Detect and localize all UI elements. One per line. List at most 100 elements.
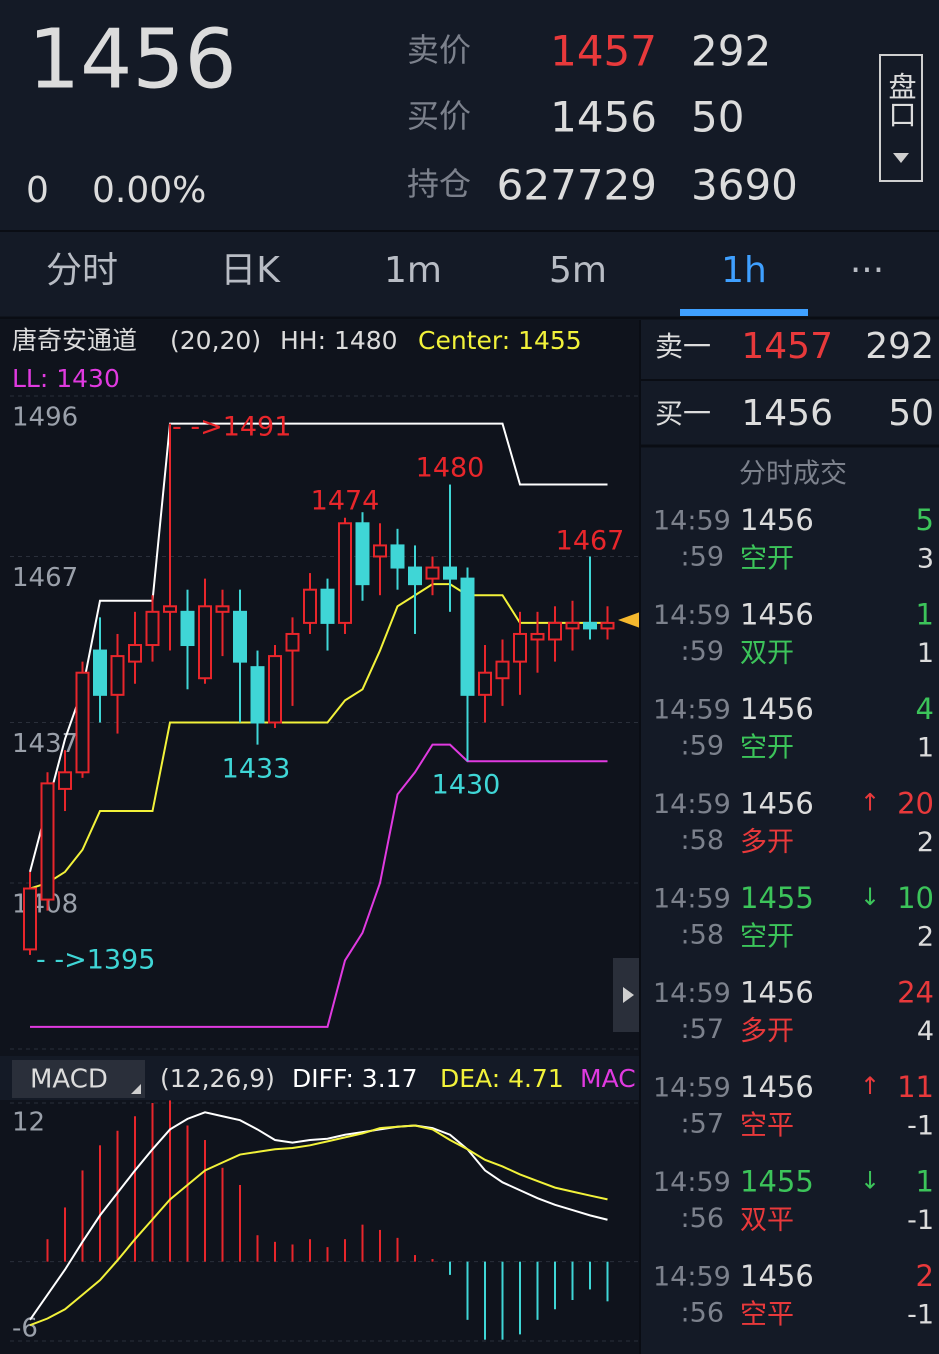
trade-kind: 空平 [740, 1300, 794, 1331]
tab[interactable]: ··· [850, 250, 884, 291]
trade-price: 1456 [740, 787, 814, 821]
candle-body [303, 588, 317, 624]
trade-change: 3 [917, 544, 934, 575]
oi-label: 持仓 [407, 165, 471, 203]
trade-arrow: ↑ [860, 1072, 880, 1100]
trade-change: 4 [917, 1016, 934, 1047]
trade-change: 2 [917, 922, 934, 953]
candle-body [583, 621, 597, 630]
trade-kind: 空开 [740, 922, 794, 953]
price-marker [618, 612, 640, 628]
selector-corner[interactable] [131, 1084, 141, 1094]
indicator-title: 唐奇安通道 [12, 326, 137, 355]
bid: 1456 [550, 93, 657, 142]
change-pct: 0.00% [92, 170, 206, 211]
trades-title: 分时成交 [739, 459, 847, 490]
legend-entry: MAC [580, 1064, 636, 1093]
ask-label: 卖价 [407, 31, 471, 69]
trade-time: 14:59 [653, 695, 731, 726]
candle-body [268, 655, 282, 724]
trade-price: 1456 [740, 598, 814, 632]
trade-price: 1456 [740, 692, 814, 726]
trade-arrow: ↓ [860, 883, 880, 911]
y-tick-label: 1496 [12, 403, 78, 433]
trade-price: 1456 [740, 1070, 814, 1104]
collapse-arrow[interactable] [623, 987, 634, 1003]
trade-kind: 多开 [740, 1016, 794, 1047]
trade-kind: 多开 [740, 827, 794, 858]
trade-change: 1 [917, 638, 934, 669]
trade-time: 14:59 [653, 1167, 731, 1198]
candle-body [110, 655, 125, 696]
macd-line [29, 1124, 608, 1327]
candle-body [443, 566, 457, 580]
candle-body [338, 522, 352, 624]
trade-time: 14:59 [653, 978, 731, 1009]
trade-kind: 双开 [740, 638, 794, 669]
trade-price: 1456 [740, 1259, 814, 1293]
trade-kind: 空开 [740, 733, 794, 764]
tab[interactable]: 1m [384, 250, 442, 291]
macd-params: (12,26,9) [160, 1064, 275, 1093]
chart: 唐奇安通道 (20,20) HH: 1480 Center: 1455 LL: 1430… [0, 326, 640, 1344]
trade-sec: :57 [681, 1109, 724, 1140]
oi-change: 3690 [691, 161, 798, 210]
trade-price: 1455 [740, 881, 814, 915]
trade-vol: 10 [897, 881, 934, 915]
legend-entry: DEA: 4.71 [440, 1064, 564, 1093]
candle-body [58, 771, 72, 790]
annotation: 1467 [556, 526, 625, 557]
trade-sec: :58 [681, 920, 724, 951]
chart-background [0, 320, 640, 1354]
macd-selector[interactable] [12, 1060, 145, 1098]
last-price: 1456 [28, 12, 237, 107]
tab[interactable]: 分时 [46, 250, 118, 291]
candle-body [355, 522, 370, 586]
trade-sec: :59 [681, 731, 724, 762]
y-tick-label: 12 [12, 1108, 45, 1138]
panel-button-frame[interactable] [879, 54, 923, 182]
candle-body [285, 632, 300, 652]
trade-change: 1 [917, 733, 934, 764]
panel-button-label[interactable]: 盘口 [885, 72, 918, 128]
tab[interactable]: 日K [220, 250, 281, 291]
trade-sec: :59 [681, 542, 724, 573]
trade-time: 14:59 [653, 1262, 731, 1293]
candle-body [250, 666, 265, 724]
header: 1456 0 0.00% 卖价 1457 292 买价 1456 50 持仓 6… [26, 12, 923, 211]
trade-vol: 2 [916, 1259, 934, 1293]
candle-body [198, 605, 212, 680]
candle-body [23, 887, 37, 951]
candle-body [548, 621, 562, 641]
change: 0 [26, 170, 49, 211]
trade-price: 1455 [740, 1165, 814, 1199]
candle-body [530, 632, 545, 641]
trade-kind: 双平 [740, 1205, 794, 1236]
annotation: - ->1491 [172, 412, 291, 443]
y-tick-label: 1467 [12, 563, 78, 593]
trade-kind: 空平 [740, 1111, 794, 1142]
panel-button[interactable]: 盘口 [879, 54, 923, 182]
candle-body [390, 544, 405, 569]
trade-time: 14:59 [653, 600, 731, 631]
tab[interactable]: 5m [549, 250, 607, 291]
candle-body [478, 671, 492, 696]
bid-vol: 50 [691, 93, 744, 142]
candle-body [600, 621, 615, 630]
tabs: 分时 日K 1m 5m 1h ··· [46, 250, 884, 316]
candle-body [163, 605, 177, 613]
candle-body [425, 566, 440, 580]
trade-sec: :56 [681, 1203, 724, 1234]
candle-body [565, 621, 580, 630]
tab[interactable]: 1h [721, 250, 767, 291]
trade-arrow: ↑ [860, 789, 880, 817]
trade-change: -1 [907, 1300, 934, 1331]
sell-label: 卖一 [655, 330, 711, 363]
panel-button-arrow[interactable] [893, 153, 909, 163]
buy-label: 买一 [655, 397, 711, 430]
trade-vol: 4 [916, 692, 934, 726]
legend-entry: LL: 1430 [12, 364, 120, 393]
macd-title[interactable]: MACD [30, 1065, 108, 1095]
